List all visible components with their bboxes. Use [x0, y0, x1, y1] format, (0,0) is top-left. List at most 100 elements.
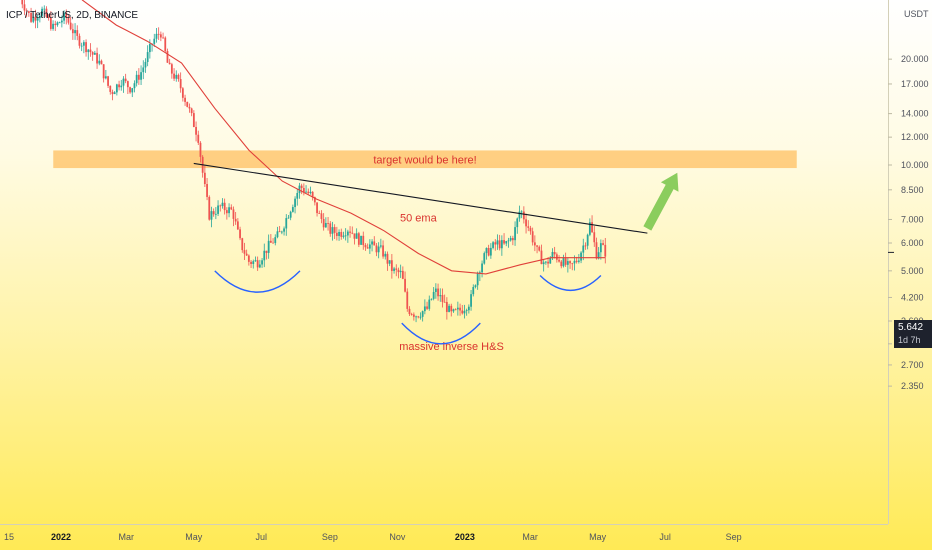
candle-body: [56, 22, 59, 26]
candle-body: [300, 185, 303, 189]
candle-body: [250, 261, 252, 264]
candle-body: [467, 306, 470, 311]
candle-body: [146, 52, 149, 62]
candle-body: [212, 211, 215, 215]
candle-body: [520, 211, 523, 213]
candle-body: [274, 237, 277, 244]
candle-body: [415, 316, 417, 318]
candle-body: [217, 205, 219, 214]
candle-body: [404, 278, 406, 292]
candle-body: [311, 191, 314, 198]
candle-body: [379, 245, 382, 247]
candle-body: [21, 0, 24, 5]
candle-body: [401, 270, 404, 279]
candle-body: [230, 207, 233, 210]
candle-body: [263, 250, 266, 261]
time-axis[interactable]: [0, 524, 888, 550]
candle-body: [338, 232, 340, 237]
candle-body: [366, 247, 369, 249]
candle-body: [518, 211, 521, 219]
candle-body: [287, 217, 290, 219]
candle-body: [588, 222, 591, 235]
candle-body: [597, 252, 600, 259]
candle-body: [320, 213, 323, 219]
candle-body: [120, 85, 123, 88]
candle-body: [551, 251, 554, 259]
candle-body: [461, 310, 464, 314]
candle-body: [360, 235, 362, 245]
candle-body: [395, 268, 398, 270]
candle-body: [166, 51, 169, 63]
head-arc: [401, 322, 481, 345]
candle-body: [498, 240, 501, 249]
candle-body: [500, 240, 503, 249]
candle-body: [135, 74, 138, 84]
candle-body: [514, 227, 516, 241]
candle-body: [225, 210, 228, 214]
candle-body: [496, 240, 499, 245]
candle-body: [65, 12, 68, 18]
candle-body: [175, 74, 178, 79]
candle-body: [302, 188, 305, 193]
candle-body: [159, 34, 162, 38]
candle-body: [131, 88, 134, 93]
candle-body: [243, 250, 246, 254]
price-chart[interactable]: target would be here! 50 ema massive inver…: [0, 0, 888, 524]
candle-body: [344, 235, 347, 237]
candle-body: [164, 37, 167, 52]
candle-body: [148, 44, 151, 53]
candle-body: [96, 52, 98, 64]
candle-body: [382, 245, 384, 257]
candle-body: [107, 76, 109, 86]
candle-body: [417, 316, 420, 318]
candle-body: [342, 235, 345, 237]
candle-body: [571, 263, 574, 265]
candle-body: [586, 234, 589, 246]
candle-body: [454, 309, 457, 311]
candle-body: [181, 88, 184, 98]
candle-body: [362, 235, 365, 246]
candle-body: [562, 258, 565, 267]
candle-body: [384, 253, 387, 257]
candle-body: [533, 242, 536, 246]
candle-body: [283, 228, 285, 232]
current-price-label: 5.642: [898, 322, 924, 333]
candle-body: [324, 223, 327, 228]
candle-body: [137, 74, 140, 80]
candle-body: [192, 113, 195, 127]
candle-body: [199, 142, 202, 157]
candle-body: [54, 23, 57, 26]
candle-body: [509, 238, 512, 241]
candle-body: [221, 202, 224, 207]
candle-body: [529, 227, 532, 232]
candle-body: [485, 247, 488, 254]
candle-body: [483, 253, 486, 264]
candle-body: [538, 246, 541, 251]
candle-body: [74, 30, 76, 34]
candle-body: [36, 18, 39, 21]
candle-body: [27, 11, 30, 13]
candle-body: [313, 197, 316, 203]
candle-body: [63, 12, 65, 21]
candle-body: [470, 294, 472, 307]
candle-body: [397, 269, 400, 273]
candle-body: [47, 16, 50, 18]
candle-body: [393, 268, 395, 271]
price-axis[interactable]: [888, 0, 932, 524]
candle-body: [439, 295, 442, 297]
candle-body: [419, 316, 422, 318]
right-shoulder-arc: [539, 274, 602, 291]
candle-body: [102, 64, 105, 79]
candle-body: [89, 49, 92, 53]
candle-body: [595, 242, 598, 259]
candle-body: [153, 38, 156, 44]
candle-body: [291, 207, 294, 212]
candle-body: [580, 252, 582, 261]
candle-body: [118, 84, 120, 88]
candle-body: [386, 253, 389, 264]
candle-body: [443, 301, 446, 303]
candle-body: [426, 306, 428, 309]
candle-body: [540, 250, 543, 265]
candle-body: [298, 185, 301, 194]
